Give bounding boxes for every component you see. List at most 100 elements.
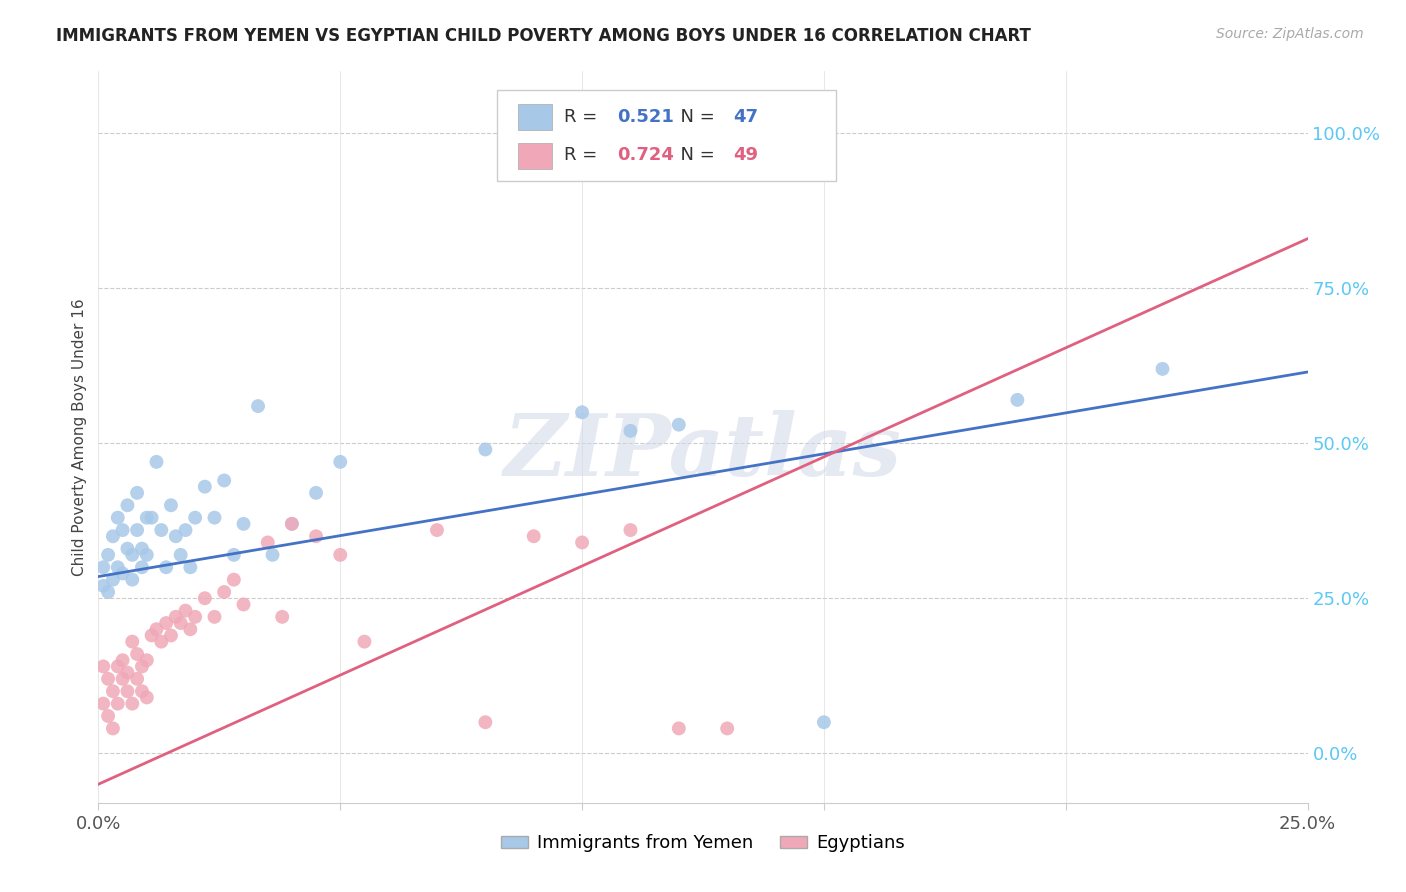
Point xyxy=(155,615,177,630)
Point xyxy=(127,647,149,661)
Point xyxy=(184,610,207,624)
Text: R =: R = xyxy=(564,108,603,126)
Point xyxy=(97,548,120,562)
Point xyxy=(174,523,197,537)
Point xyxy=(262,548,284,562)
Point xyxy=(131,560,153,574)
Point xyxy=(232,516,254,531)
FancyBboxPatch shape xyxy=(498,90,837,181)
Point xyxy=(141,628,163,642)
Point xyxy=(160,628,183,642)
Point xyxy=(111,672,134,686)
Point xyxy=(474,442,496,457)
Point xyxy=(117,684,139,698)
Point xyxy=(127,486,149,500)
Point xyxy=(145,455,167,469)
Point xyxy=(117,665,139,680)
Point xyxy=(145,622,167,636)
Point xyxy=(101,529,124,543)
Point xyxy=(150,523,173,537)
Point xyxy=(281,516,304,531)
Point xyxy=(111,523,134,537)
Point xyxy=(91,659,114,673)
Point xyxy=(111,653,134,667)
Point xyxy=(127,523,149,537)
Point xyxy=(101,684,124,698)
Point xyxy=(131,541,153,556)
Point xyxy=(1007,392,1029,407)
Point xyxy=(160,498,183,512)
Point xyxy=(135,548,157,562)
Point xyxy=(212,585,235,599)
Point xyxy=(135,653,157,667)
Point xyxy=(169,548,191,562)
Point xyxy=(107,510,129,524)
Point xyxy=(101,722,124,736)
Point xyxy=(619,424,641,438)
Point xyxy=(426,523,449,537)
Point xyxy=(204,510,226,524)
Point xyxy=(91,579,114,593)
Point xyxy=(222,573,245,587)
Point xyxy=(329,548,352,562)
Point xyxy=(121,548,143,562)
Point xyxy=(222,548,245,562)
Point xyxy=(121,634,143,648)
Point xyxy=(353,634,375,648)
Point xyxy=(204,610,226,624)
Point xyxy=(165,610,187,624)
Point xyxy=(107,697,129,711)
Point xyxy=(194,480,217,494)
Point xyxy=(813,715,835,730)
Text: ZIPatlas: ZIPatlas xyxy=(503,410,903,493)
Point xyxy=(256,535,278,549)
Point xyxy=(571,405,593,419)
Text: N =: N = xyxy=(669,108,721,126)
Point xyxy=(101,573,124,587)
Text: 47: 47 xyxy=(734,108,758,126)
Point xyxy=(107,560,129,574)
Point xyxy=(329,455,352,469)
Point xyxy=(305,529,328,543)
Text: 0.521: 0.521 xyxy=(617,108,673,126)
Point xyxy=(247,399,270,413)
Point xyxy=(619,523,641,537)
Point xyxy=(1152,362,1174,376)
FancyBboxPatch shape xyxy=(517,104,553,130)
Point xyxy=(127,672,149,686)
Text: R =: R = xyxy=(564,146,603,164)
Point xyxy=(165,529,187,543)
Point xyxy=(194,591,217,606)
Point xyxy=(150,634,173,648)
Point xyxy=(91,560,114,574)
Point xyxy=(179,560,201,574)
Text: 49: 49 xyxy=(734,146,758,164)
Point xyxy=(107,659,129,673)
Point xyxy=(212,474,235,488)
Point xyxy=(184,510,207,524)
Point xyxy=(121,697,143,711)
Point xyxy=(232,598,254,612)
Point xyxy=(97,585,120,599)
Text: 0.724: 0.724 xyxy=(617,146,673,164)
Point xyxy=(111,566,134,581)
Point xyxy=(135,510,157,524)
Point xyxy=(155,560,177,574)
Point xyxy=(668,722,690,736)
Point xyxy=(281,516,304,531)
Y-axis label: Child Poverty Among Boys Under 16: Child Poverty Among Boys Under 16 xyxy=(72,298,87,576)
Point xyxy=(131,684,153,698)
Point xyxy=(305,486,328,500)
Legend: Immigrants from Yemen, Egyptians: Immigrants from Yemen, Egyptians xyxy=(494,827,912,860)
Text: Source: ZipAtlas.com: Source: ZipAtlas.com xyxy=(1216,27,1364,41)
Point xyxy=(474,715,496,730)
Point xyxy=(169,615,191,630)
Point xyxy=(91,697,114,711)
Point xyxy=(271,610,294,624)
Point xyxy=(117,498,139,512)
Point xyxy=(121,573,143,587)
Point xyxy=(97,672,120,686)
Point xyxy=(523,529,546,543)
Text: N =: N = xyxy=(669,146,721,164)
Point xyxy=(179,622,201,636)
